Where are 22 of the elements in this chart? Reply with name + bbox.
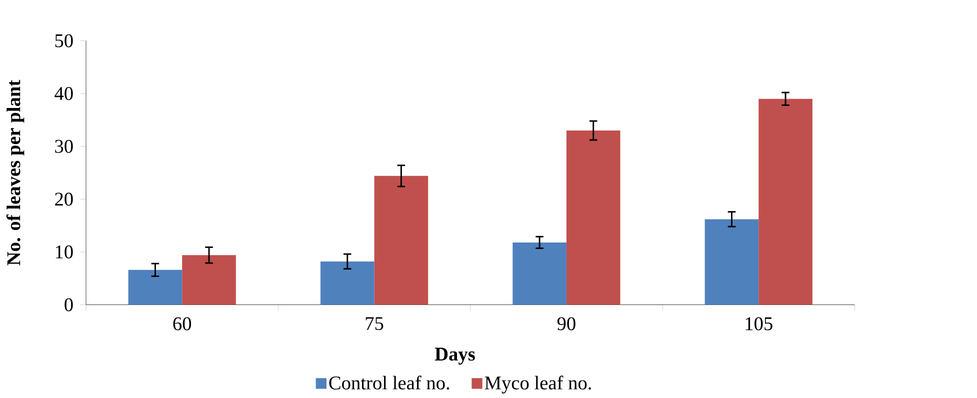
y-axis-title: No. of leaves per plant [6, 80, 24, 266]
y-tick-label: 50 [55, 34, 73, 48]
bar [566, 130, 620, 305]
bar [374, 176, 428, 305]
x-tick-label: 75 [366, 317, 384, 330]
x-tick-label: 90 [557, 317, 576, 330]
bar [320, 261, 374, 305]
x-axis-title: Days [434, 348, 475, 365]
legend-label: Myco leaf no. [484, 376, 591, 394]
y-tick-label: 10 [56, 245, 73, 258]
bar [704, 219, 759, 305]
bar [182, 255, 236, 305]
y-tick-label: 30 [55, 140, 73, 153]
x-tick-label: 60 [173, 317, 192, 330]
bar [128, 270, 182, 305]
y-tick-label: 20 [55, 192, 73, 206]
bar [512, 242, 566, 305]
y-tick-label: 0 [64, 298, 73, 312]
legend-label: Control leaf no. [329, 376, 450, 390]
x-tick-label: 105 [746, 317, 772, 330]
y-tick-label: 40 [54, 87, 73, 100]
bar [758, 98, 812, 305]
